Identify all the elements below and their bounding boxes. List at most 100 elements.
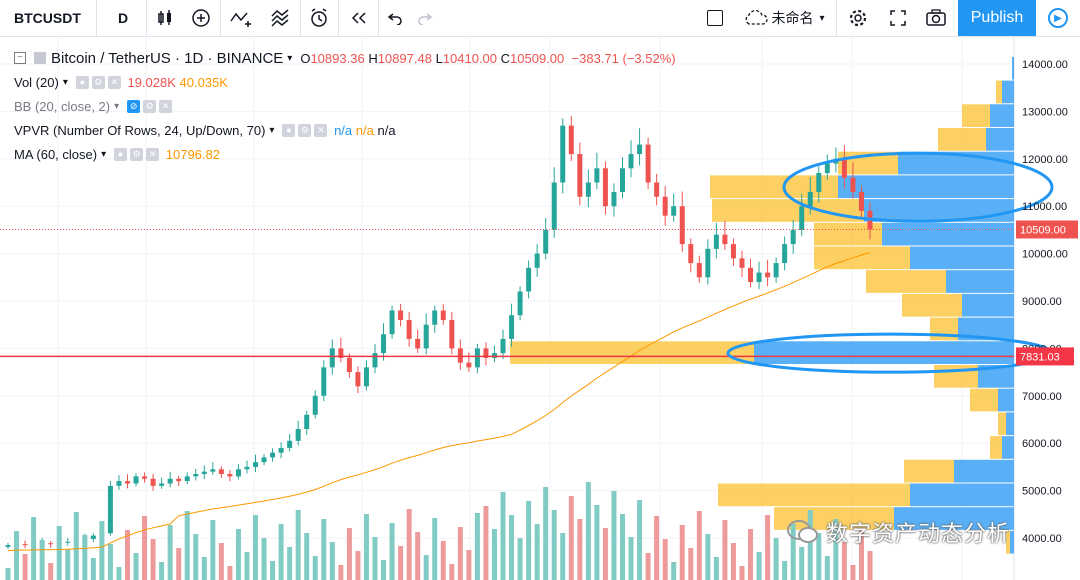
settings-gear-icon[interactable] bbox=[840, 0, 876, 36]
gear-icon[interactable]: ⚙ bbox=[91, 75, 105, 89]
volume-profile-up-bar bbox=[838, 175, 1014, 199]
low-label: L bbox=[435, 50, 443, 66]
volume-bar bbox=[765, 515, 771, 580]
interval-button[interactable]: D bbox=[117, 10, 129, 26]
volume-bar bbox=[833, 519, 839, 580]
volume-bar bbox=[39, 540, 45, 580]
volume-bar bbox=[107, 544, 113, 580]
volume-bar bbox=[99, 521, 105, 580]
candle-body bbox=[355, 372, 361, 387]
close-icon[interactable]: ✕ bbox=[159, 99, 173, 113]
compare-add-icon[interactable] bbox=[184, 0, 218, 36]
candle-body bbox=[662, 196, 668, 216]
volume-bar bbox=[449, 564, 455, 580]
redo-icon[interactable] bbox=[410, 0, 440, 36]
undo-icon[interactable] bbox=[380, 0, 410, 36]
price-tick-label: 13000.00 bbox=[1022, 106, 1068, 118]
chart-style-candles-icon[interactable] bbox=[148, 0, 182, 36]
close-icon[interactable]: ✕ bbox=[146, 147, 160, 161]
volume-profile-down-bar bbox=[904, 459, 954, 483]
volume-bar bbox=[338, 565, 344, 580]
layout-name-button[interactable]: 未命名 ▾ bbox=[736, 0, 832, 36]
volume-bar bbox=[483, 506, 489, 580]
close-icon[interactable]: ✕ bbox=[107, 75, 121, 89]
candle-body bbox=[645, 144, 651, 183]
fullscreen-icon[interactable] bbox=[880, 0, 916, 36]
volume-bar bbox=[355, 551, 361, 580]
gear-icon[interactable]: ⚙ bbox=[130, 147, 144, 161]
volume-profile-down-bar bbox=[718, 483, 910, 507]
candle-body bbox=[304, 414, 310, 429]
close-icon[interactable]: ✕ bbox=[314, 123, 328, 137]
high-value: 10897.48 bbox=[377, 50, 432, 66]
gear-icon[interactable]: ⚙ bbox=[143, 99, 157, 113]
candle-body bbox=[235, 469, 241, 477]
chevron-down-icon[interactable]: ▾ bbox=[101, 148, 107, 160]
volume-profile-up-bar bbox=[910, 246, 1014, 270]
chevron-down-icon[interactable]: ▾ bbox=[287, 52, 293, 64]
chevron-down-icon[interactable]: ▾ bbox=[62, 76, 68, 88]
volume-profile-down-bar bbox=[902, 293, 962, 317]
volume-profile-up-bar bbox=[954, 459, 1014, 483]
volume-bar bbox=[602, 528, 608, 580]
candle-body bbox=[124, 481, 130, 484]
candle-body bbox=[773, 263, 779, 278]
indicators-icon[interactable] bbox=[224, 0, 258, 36]
volume-bar bbox=[807, 510, 813, 580]
ma60-line bbox=[7, 252, 871, 552]
volume-bar bbox=[841, 542, 847, 580]
volume-profile-up-bar bbox=[962, 293, 1014, 317]
candle-body bbox=[483, 348, 489, 358]
volume-legend-row: Vol (20) ▾ ● ⚙ ✕ 19.028K 40.035K bbox=[14, 70, 676, 94]
collapse-toggle-icon[interactable]: − bbox=[14, 52, 26, 64]
volume-bar bbox=[261, 538, 267, 580]
eye-icon[interactable]: ● bbox=[114, 147, 128, 161]
volume-bar bbox=[654, 516, 660, 580]
eye-hidden-icon[interactable]: ⊘ bbox=[127, 99, 141, 113]
volume-bar bbox=[457, 527, 463, 580]
candle-body bbox=[457, 348, 463, 363]
chevron-down-icon[interactable]: ▾ bbox=[269, 124, 275, 136]
ma-label: MA (60, close) bbox=[14, 146, 98, 162]
replay-rewind-icon[interactable] bbox=[342, 0, 376, 36]
price-tick-label: 5000.00 bbox=[1022, 486, 1062, 498]
price-tick-label: 6000.00 bbox=[1022, 438, 1062, 450]
eye-icon[interactable]: ● bbox=[75, 75, 89, 89]
volume-bar bbox=[150, 539, 156, 580]
volume-bar bbox=[713, 557, 719, 580]
change-value: −383.71 (−3.52%) bbox=[571, 50, 676, 66]
candle-body bbox=[48, 543, 54, 545]
top-toolbar: BTCUSDT D 未命名 ▾ Publish bbox=[0, 0, 1080, 37]
chevron-down-icon[interactable]: ▾ bbox=[114, 100, 120, 112]
candle-body bbox=[534, 253, 540, 268]
volume-profile-down-bar bbox=[712, 199, 864, 222]
volume-profile-up-bar bbox=[754, 341, 1014, 364]
volume-bar bbox=[48, 563, 54, 580]
gear-icon[interactable]: ⚙ bbox=[298, 123, 312, 137]
volume-bar bbox=[543, 487, 549, 580]
volume-profile-down-bar bbox=[970, 388, 998, 412]
volume-bar bbox=[500, 492, 506, 580]
candle-body bbox=[253, 462, 259, 467]
publish-button[interactable]: Publish bbox=[958, 0, 1036, 36]
fullscreen-square-icon[interactable] bbox=[700, 0, 730, 36]
candle-body bbox=[244, 466, 250, 470]
volume-bar bbox=[159, 562, 165, 580]
volume-bar bbox=[705, 534, 711, 580]
volume-bar bbox=[850, 565, 856, 580]
volume-bar bbox=[363, 514, 369, 580]
eye-icon[interactable]: ● bbox=[282, 123, 296, 137]
volume-bar bbox=[304, 533, 310, 580]
price-tick-label: 4000.00 bbox=[1022, 533, 1062, 545]
play-button[interactable]: ▶ bbox=[1036, 0, 1080, 36]
symbol-search-button[interactable]: BTCUSDT bbox=[14, 10, 81, 26]
close-value: 10509.00 bbox=[510, 50, 565, 66]
alert-clock-icon[interactable] bbox=[302, 0, 336, 36]
open-value: 10893.36 bbox=[310, 50, 365, 66]
volume-bar bbox=[381, 560, 387, 580]
camera-snapshot-icon[interactable] bbox=[918, 0, 954, 36]
templates-icon[interactable] bbox=[264, 0, 298, 36]
volume-bar bbox=[372, 537, 378, 580]
series-title: Bitcoin / TetherUS · 1D · BINANCE bbox=[51, 49, 284, 67]
volume-bar bbox=[509, 515, 515, 580]
